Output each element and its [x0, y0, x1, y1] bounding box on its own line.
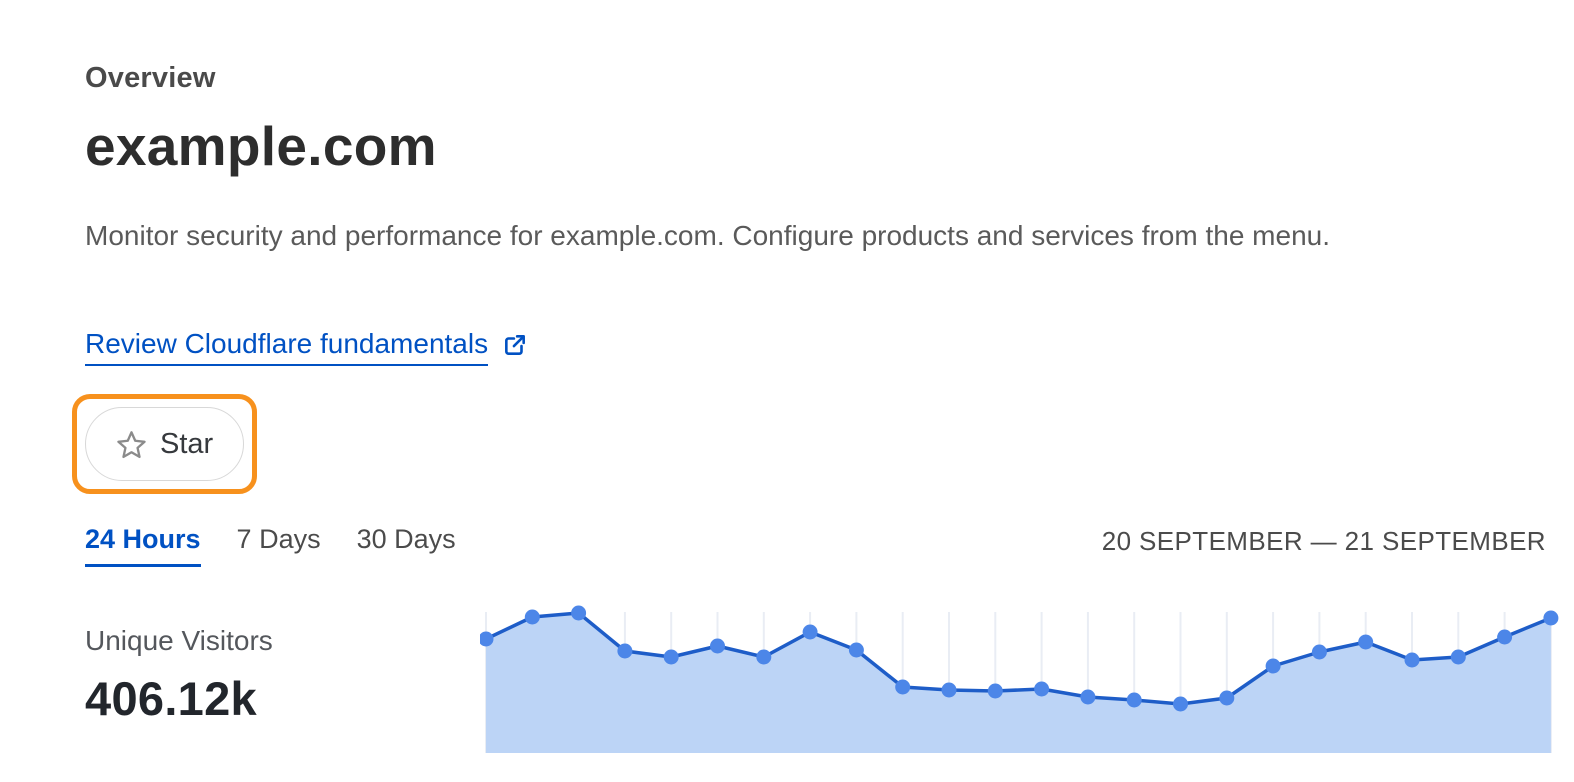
- page-title: example.com: [85, 115, 437, 177]
- unique-visitors-metric: Unique Visitors 406.12k: [85, 625, 273, 726]
- review-fundamentals-link[interactable]: Review Cloudflare fundamentals: [85, 328, 528, 366]
- metric-label: Unique Visitors: [85, 625, 273, 656]
- tab-7-days[interactable]: 7 Days: [236, 524, 321, 554]
- section-eyebrow: Overview: [85, 62, 216, 94]
- unique-visitors-chart[interactable]: [480, 580, 1574, 782]
- chart-controls-row: 24 Hours 7 Days 30 Days 20 SEPTEMBER — 2…: [85, 524, 1546, 567]
- star-button-label: Star: [160, 427, 214, 460]
- page-description: Monitor security and performance for exa…: [85, 220, 1331, 251]
- star-button[interactable]: Star: [85, 407, 245, 481]
- area-chart-canvas: [480, 605, 1559, 753]
- tab-30-days[interactable]: 30 Days: [356, 524, 456, 554]
- review-fundamentals-link-label: Review Cloudflare fundamentals: [85, 328, 489, 366]
- time-range-tabs: 24 Hours 7 Days 30 Days: [85, 524, 456, 567]
- metric-value: 406.12k: [85, 672, 257, 725]
- star-button-highlight: Star: [72, 394, 258, 494]
- star-icon: [117, 430, 146, 458]
- external-link-icon: [505, 335, 526, 355]
- date-range-label: 20 SEPTEMBER — 21 SEPTEMBER: [1101, 526, 1546, 556]
- tab-24-hours[interactable]: 24 Hours: [85, 524, 201, 567]
